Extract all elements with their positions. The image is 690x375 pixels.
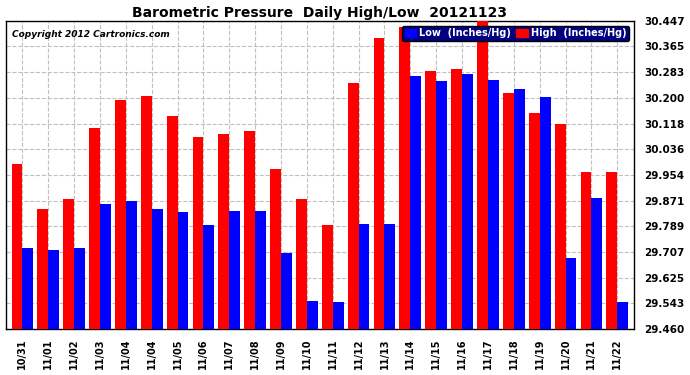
Bar	[193, 137, 204, 329]
Text: Copyright 2012 Cartronics.com: Copyright 2012 Cartronics.com	[12, 30, 170, 39]
Bar	[48, 250, 59, 329]
Bar	[167, 116, 177, 329]
Bar	[580, 172, 591, 329]
Bar	[373, 38, 384, 329]
Bar	[400, 27, 411, 329]
Bar	[436, 81, 447, 329]
Bar	[296, 200, 307, 329]
Bar	[591, 198, 602, 329]
Bar	[307, 301, 318, 329]
Bar	[488, 80, 499, 329]
Bar	[451, 69, 462, 329]
Bar	[359, 224, 369, 329]
Bar	[384, 224, 395, 329]
Bar	[281, 252, 292, 329]
Bar	[141, 96, 152, 329]
Bar	[12, 165, 22, 329]
Bar	[503, 93, 514, 329]
Bar	[219, 134, 229, 329]
Bar	[348, 83, 359, 329]
Bar	[100, 204, 111, 329]
Bar	[89, 128, 100, 329]
Bar	[514, 89, 524, 329]
Bar	[37, 209, 48, 329]
Bar	[74, 249, 85, 329]
Bar	[462, 74, 473, 329]
Legend: Low  (Inches/Hg), High  (Inches/Hg): Low (Inches/Hg), High (Inches/Hg)	[402, 26, 629, 41]
Bar	[126, 201, 137, 329]
Title: Barometric Pressure  Daily High/Low  20121123: Barometric Pressure Daily High/Low 20121…	[132, 6, 507, 20]
Bar	[555, 123, 566, 329]
Bar	[477, 18, 488, 329]
Bar	[177, 212, 188, 329]
Bar	[540, 97, 551, 329]
Bar	[270, 169, 281, 329]
Bar	[322, 225, 333, 329]
Bar	[204, 225, 215, 329]
Bar	[152, 209, 163, 329]
Bar	[333, 302, 344, 329]
Bar	[566, 258, 576, 329]
Bar	[244, 131, 255, 329]
Bar	[255, 211, 266, 329]
Bar	[22, 248, 33, 329]
Bar	[411, 76, 421, 329]
Bar	[529, 112, 540, 329]
Bar	[229, 211, 240, 329]
Bar	[425, 71, 436, 329]
Bar	[63, 199, 74, 329]
Bar	[115, 100, 126, 329]
Bar	[618, 302, 628, 329]
Bar	[607, 172, 618, 329]
